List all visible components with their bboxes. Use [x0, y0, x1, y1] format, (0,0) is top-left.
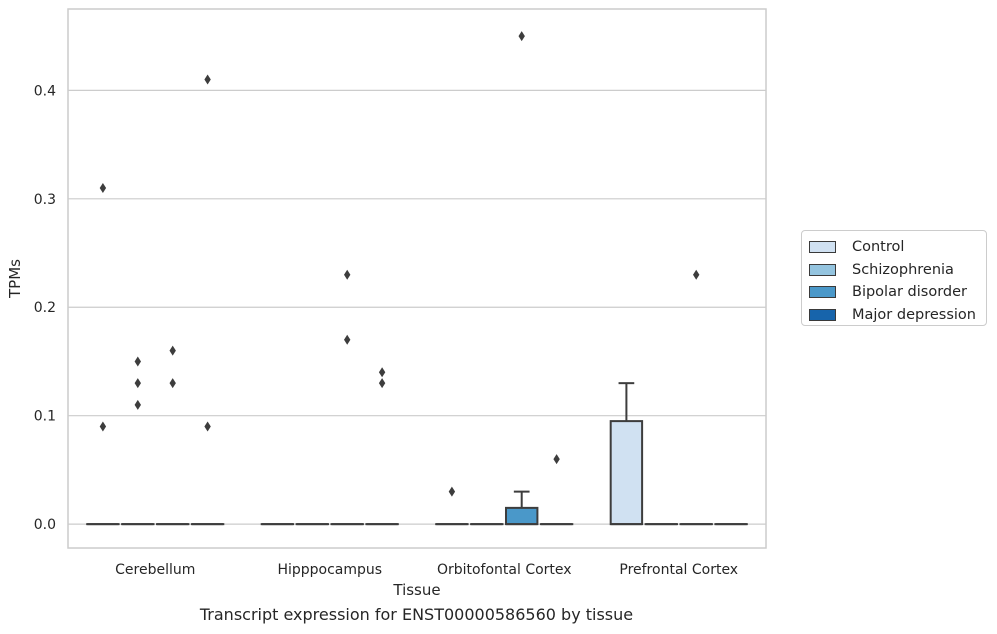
legend-swatch-bipolar-disorder [809, 286, 836, 299]
box-body [504, 506, 539, 526]
chart-caption: Transcript expression for ENST0000058656… [199, 605, 634, 624]
box-control [609, 382, 644, 526]
outlier-point [134, 399, 141, 410]
legend-swatch-schizophrenia [809, 263, 836, 276]
plot-frame [67, 8, 767, 549]
outlier-point [518, 31, 525, 42]
outlier-point [448, 486, 456, 497]
y-axis-label: TPMs [6, 259, 24, 299]
outlier-point [693, 269, 700, 280]
x-tick-label: Hipppocampus [277, 562, 382, 578]
x-tick-label: Prefrontal Cortex [619, 562, 738, 578]
x-axis-label: Tissue [392, 581, 440, 599]
y-tick-label: 0.4 [34, 83, 56, 99]
outlier-point [344, 269, 351, 280]
outlier-point [378, 367, 386, 378]
outlier-point [344, 334, 351, 345]
legend-item-control: Control [802, 236, 986, 259]
y-axis-ticks: 0.0 0.1 0.2 0.3 0.4 [34, 83, 56, 533]
outlier-point [134, 378, 141, 389]
legend-swatch-control [809, 241, 836, 254]
y-tick-label: 0.1 [34, 409, 56, 425]
legend: Control Schizophrenia Bipolar disorder M… [801, 230, 987, 326]
box-bipolar-disorder [504, 490, 539, 526]
x-axis-ticks: Cerebellum Hipppocampus Orbitofontal Corte… [115, 562, 738, 578]
outlier-point [99, 421, 107, 432]
grid-lines [68, 89, 766, 525]
x-tick-label: Orbitofontal Cortex [437, 562, 572, 578]
legend-label-control: Control [852, 239, 905, 256]
outlier-point [553, 454, 560, 465]
outlier-point [169, 345, 176, 356]
y-tick-label: 0.3 [34, 192, 56, 208]
box-body [609, 420, 644, 526]
legend-item-bipolar-disorder: Bipolar disorder [802, 281, 986, 304]
legend-item-schizophrenia: Schizophrenia [802, 259, 986, 282]
legend-label-major-depression: Major depression [852, 306, 976, 323]
outlier-point [99, 182, 107, 193]
outlier-point [169, 378, 176, 389]
legend-item-major-depression: Major depression [802, 304, 986, 327]
outlier-point [204, 74, 211, 85]
legend-label-schizophrenia: Schizophrenia [852, 261, 954, 278]
box-series [86, 382, 748, 526]
outlier-point [134, 356, 141, 367]
outlier-point [204, 421, 211, 432]
x-tick-label: Cerebellum [115, 562, 195, 578]
y-tick-label: 0.2 [34, 300, 56, 316]
outlier-points [99, 31, 700, 497]
outlier-point [378, 378, 386, 389]
y-tick-label: 0.0 [34, 517, 56, 533]
legend-swatch-major-depression [809, 308, 836, 321]
legend-label-bipolar-disorder: Bipolar disorder [852, 284, 967, 301]
